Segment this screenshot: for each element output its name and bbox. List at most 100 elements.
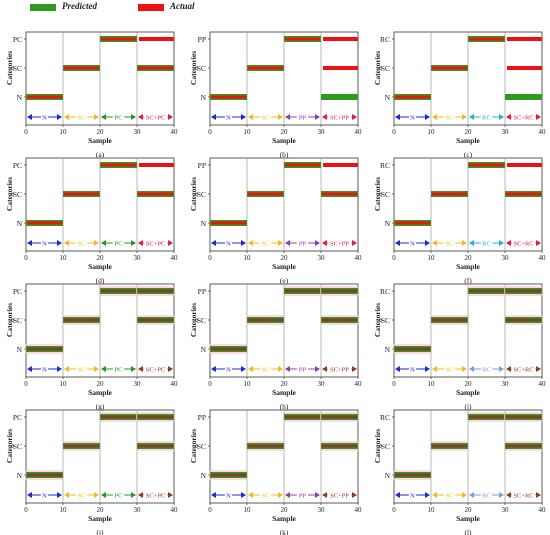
- y-tick-label: PC: [13, 35, 22, 44]
- x-tick-label: 40: [171, 128, 179, 136]
- actual-bar: [139, 37, 174, 41]
- interval-arrowhead-left: [469, 366, 474, 372]
- interval-label-bg: [296, 113, 309, 121]
- interval-arrowhead-right: [168, 492, 173, 498]
- interval-arrowhead-right: [499, 492, 504, 498]
- interval-label-bg: [259, 491, 272, 499]
- x-tick-label: 0: [24, 506, 28, 514]
- interval-label-bg: [112, 113, 125, 121]
- panel-label: (a): [96, 150, 105, 159]
- interval-label: RC: [482, 367, 491, 374]
- interval-arrowhead-right: [278, 366, 283, 372]
- interval-label-bg: [259, 239, 272, 247]
- y-tick-label: SC: [197, 64, 206, 73]
- interval-arrowhead-left: [469, 240, 474, 246]
- y-tick-label: N: [201, 219, 207, 228]
- panel-label: (i): [464, 402, 472, 411]
- y-tick-label: N: [201, 93, 207, 102]
- x-axis-label: Sample: [88, 514, 112, 523]
- interval-label: N: [226, 115, 231, 122]
- y-tick-label: PP: [198, 35, 206, 44]
- interval-label: PP: [299, 367, 307, 374]
- x-tick-label: 40: [171, 254, 179, 262]
- predicted-bar: [506, 289, 541, 293]
- interval-arrowhead-right: [462, 366, 467, 372]
- x-tick-label: 30: [318, 380, 326, 388]
- predicted-bar: [64, 192, 99, 196]
- interval-arrowhead-right: [131, 240, 136, 246]
- predicted-bar: [285, 37, 320, 41]
- x-axis-label: Sample: [456, 388, 480, 397]
- interval-arrowhead-left: [138, 240, 143, 246]
- predicted-bar: [248, 318, 283, 322]
- predicted-bar: [27, 473, 62, 477]
- interval-label: SC: [262, 241, 270, 248]
- predicted-bar: [432, 192, 467, 196]
- panel-label: (f): [464, 276, 472, 285]
- interval-label-bg: [408, 113, 417, 121]
- interval-label-bg: [259, 113, 272, 121]
- interval-label: PC: [115, 241, 123, 248]
- interval-label: SC+RC: [513, 367, 533, 374]
- interval-label: N: [410, 367, 415, 374]
- x-axis-label: Sample: [456, 514, 480, 523]
- interval-arrowhead-right: [168, 366, 173, 372]
- x-tick-label: 10: [60, 254, 68, 262]
- interval-arrowhead-left: [27, 114, 32, 120]
- y-axis-label: Categories: [189, 51, 198, 85]
- interval-label-bg: [40, 365, 49, 373]
- interval-label: SC: [446, 241, 454, 248]
- predicted-bar: [101, 163, 136, 167]
- y-tick-label: PC: [13, 161, 22, 170]
- interval-label-bg: [75, 113, 88, 121]
- x-axis-label: Sample: [272, 136, 296, 145]
- interval-label-bg: [480, 239, 493, 247]
- y-tick-label: N: [17, 345, 23, 354]
- y-tick-label: RC: [380, 413, 390, 422]
- actual-bar: [323, 163, 358, 167]
- interval-arrowhead-left: [322, 240, 327, 246]
- interval-label: N: [226, 493, 231, 500]
- panel-label: (h): [280, 402, 289, 411]
- interval-arrowhead-left: [469, 492, 474, 498]
- predicted-bar: [64, 444, 99, 448]
- interval-label: PC: [115, 115, 123, 122]
- interval-arrowhead-right: [499, 240, 504, 246]
- interval-arrowhead-right: [499, 366, 504, 372]
- x-tick-label: 10: [428, 506, 436, 514]
- y-tick-label: PC: [13, 413, 22, 422]
- interval-arrowhead-left: [138, 492, 143, 498]
- interval-label: RC: [482, 241, 491, 248]
- interval-label: SC+PP: [330, 493, 349, 500]
- x-tick-label: 0: [392, 128, 396, 136]
- interval-label: SC+PC: [146, 241, 166, 248]
- predicted-bar: [469, 415, 504, 419]
- actual-bar: [507, 163, 542, 167]
- predicted-bar: [469, 163, 504, 167]
- interval-label-bg: [143, 113, 168, 121]
- interval-label: RC: [482, 115, 491, 122]
- x-tick-label: 40: [355, 254, 363, 262]
- interval-label-bg: [327, 113, 352, 121]
- predicted-bar: [285, 289, 320, 293]
- interval-arrowhead-right: [241, 366, 246, 372]
- x-tick-label: 0: [24, 128, 28, 136]
- interval-label: N: [410, 493, 415, 500]
- interval-arrowhead-right: [462, 240, 467, 246]
- y-tick-label: RC: [380, 35, 390, 44]
- legend-actual-label: Actual: [170, 1, 195, 11]
- legend: Predicted Actual: [0, 0, 550, 14]
- interval-arrowhead-right: [57, 492, 62, 498]
- predicted-bar: [285, 415, 320, 419]
- y-axis-label: Categories: [373, 177, 382, 211]
- interval-label: RC: [482, 493, 491, 500]
- x-tick-label: 0: [24, 254, 28, 262]
- predicted-bar: [506, 318, 541, 322]
- actual-bar: [323, 37, 358, 41]
- interval-arrowhead-right: [57, 114, 62, 120]
- interval-arrowhead-right: [241, 114, 246, 120]
- y-axis-label: Categories: [5, 429, 14, 463]
- actual-bar: [507, 66, 542, 70]
- predicted-bar: [248, 66, 283, 70]
- panel-label: (d): [96, 276, 105, 285]
